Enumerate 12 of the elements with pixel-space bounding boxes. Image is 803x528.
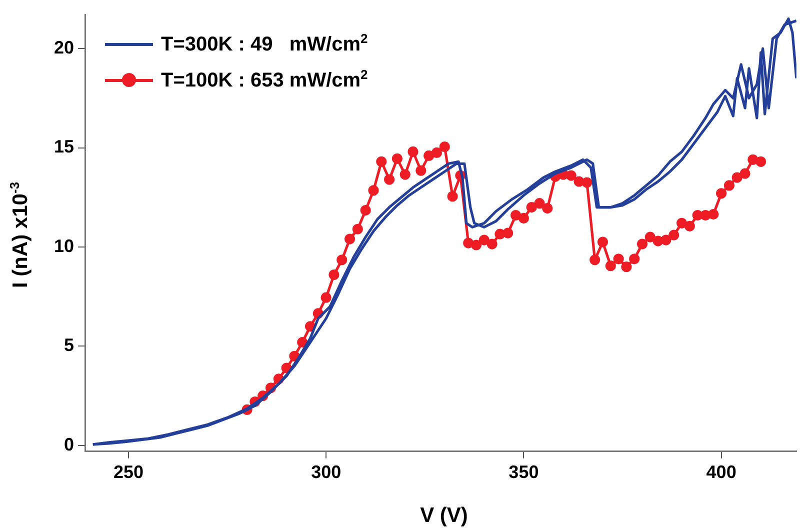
y-tick-label: 20 bbox=[54, 38, 74, 58]
y-tick-label: 10 bbox=[54, 236, 74, 256]
x-tick-label: 400 bbox=[706, 462, 736, 482]
legend-label: T=100K : 653 mW/cm$^{2}$ bbox=[161, 67, 368, 93]
y-tick-label: 5 bbox=[64, 335, 74, 356]
x-tick-label: 300 bbox=[311, 462, 342, 482]
y-tick-label: 0 bbox=[64, 434, 74, 454]
x-tick-label: 250 bbox=[113, 462, 144, 482]
legend-label: T=300K : 49 mW/cm$^{2}$ bbox=[161, 31, 368, 57]
x-axis-title: V (V) bbox=[419, 504, 469, 528]
y-tick-label: 15 bbox=[54, 136, 74, 157]
x-tick-label: 350 bbox=[508, 462, 539, 482]
